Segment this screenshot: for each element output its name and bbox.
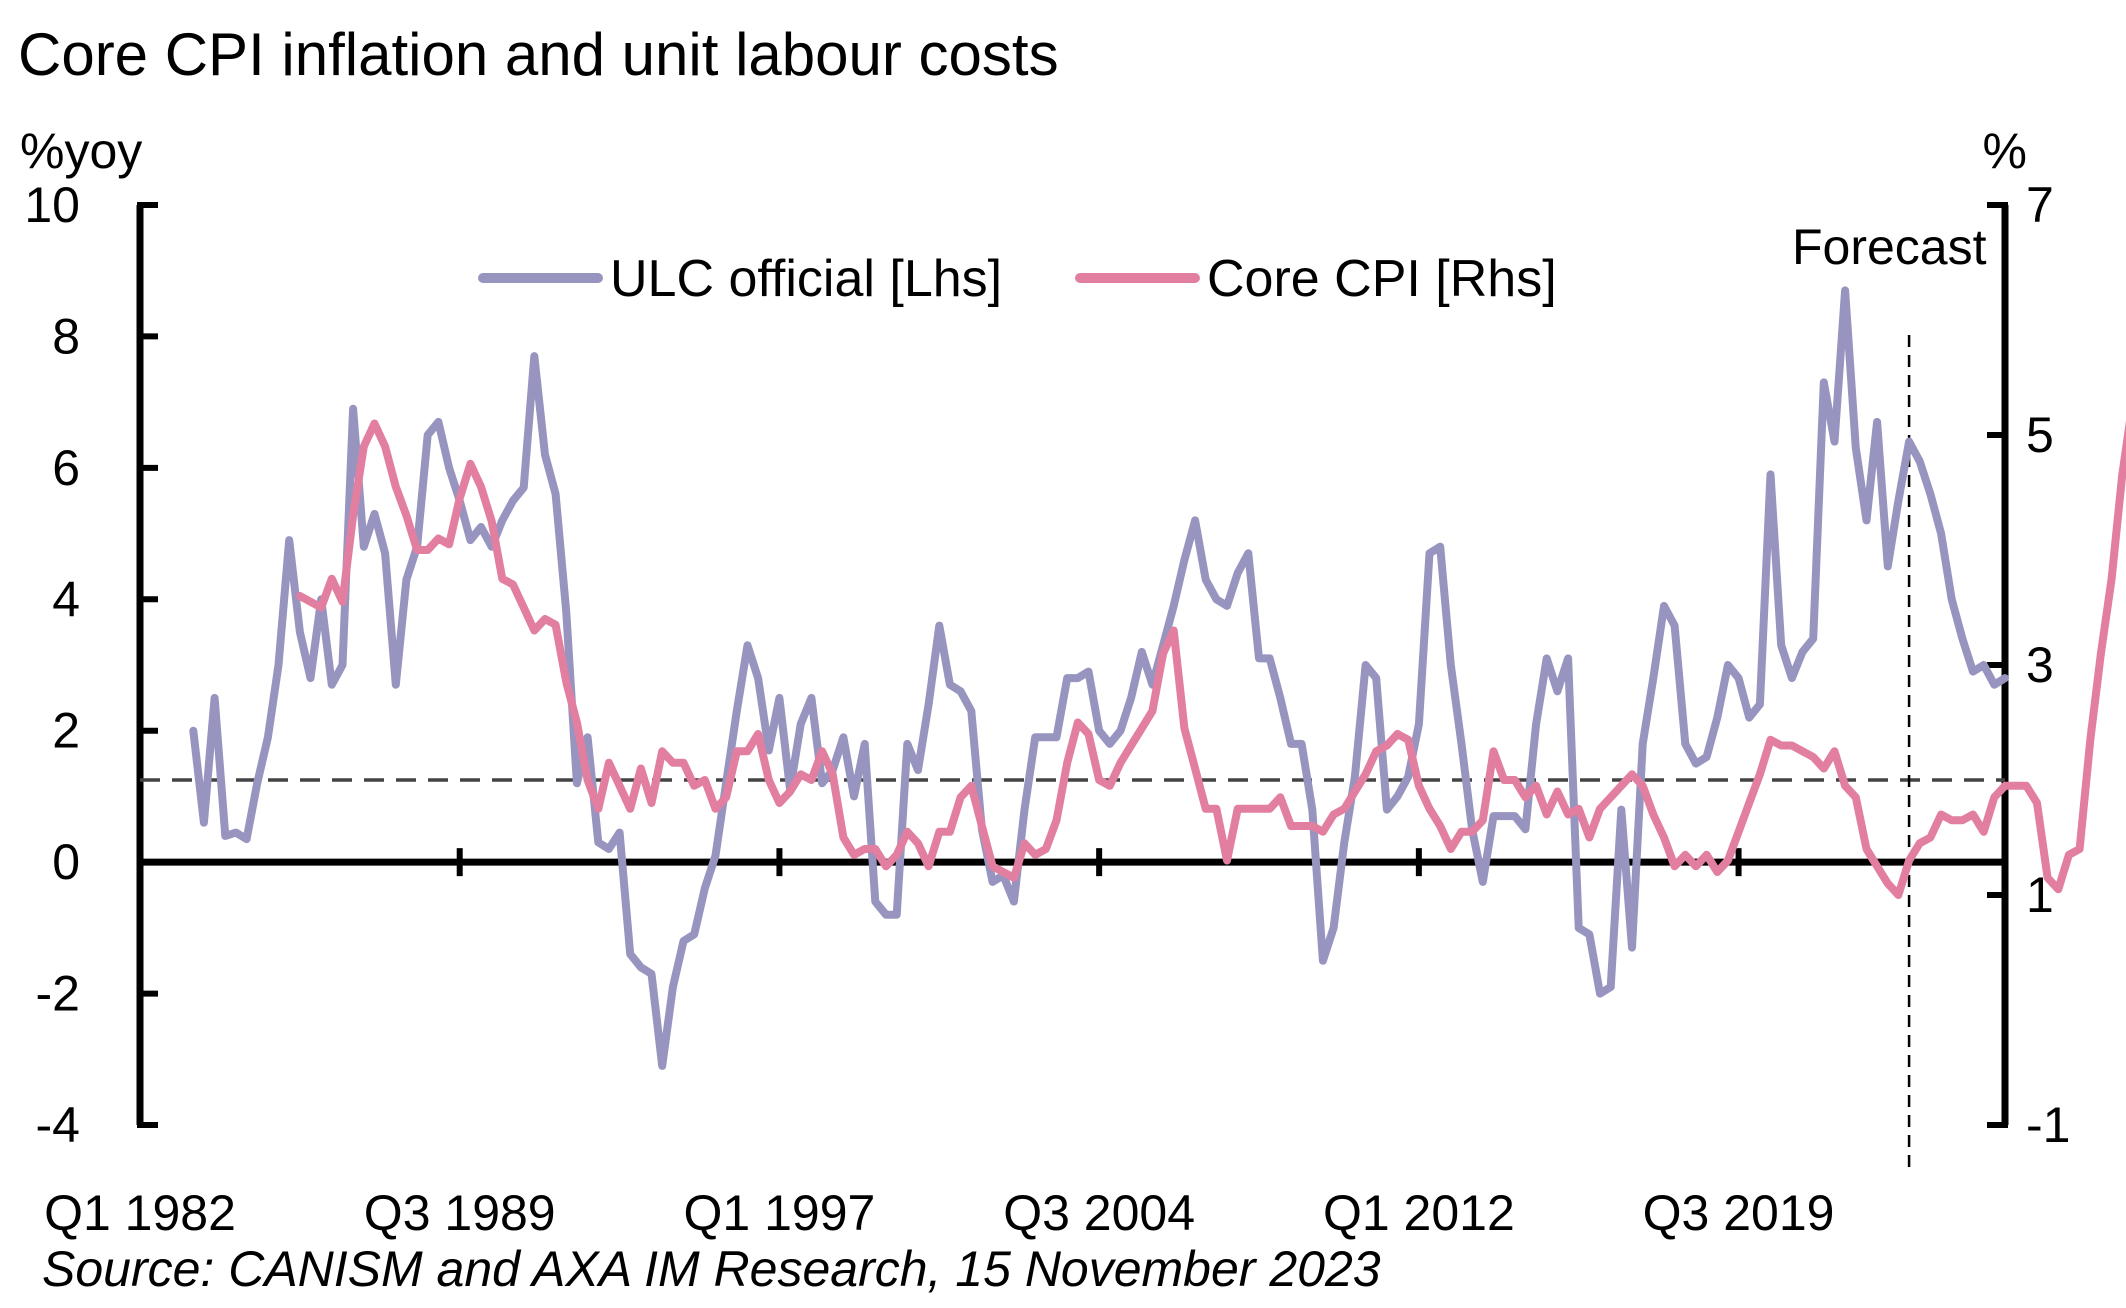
- x-tick-label: Q3 1989: [364, 1185, 556, 1241]
- x-tick-label: Q1 1997: [684, 1185, 876, 1241]
- legend: ULC official [Lhs] Core CPI [Rhs]: [478, 250, 1557, 308]
- y-left-axis-title: %yoy: [20, 123, 142, 179]
- source-note: Source: CANISM and AXA IM Research, 15 N…: [42, 1241, 1381, 1297]
- y-left-tick-label: 0: [52, 834, 80, 890]
- y-left-tick-label: -2: [36, 966, 80, 1022]
- ulc-official-line: [189, 286, 2009, 1070]
- legend-label-ulc: ULC official [Lhs]: [610, 250, 1002, 308]
- series-lines: [189, 286, 2126, 1070]
- y-left-tick-label: -4: [36, 1097, 80, 1153]
- forecast-label: Forecast: [1792, 219, 1987, 275]
- y-right-tick-label: 7: [2026, 177, 2054, 233]
- y-right-axis-title: %: [1983, 123, 2027, 179]
- x-tick-label: Q3 2019: [1643, 1185, 1835, 1241]
- y-left-tick-label: 2: [52, 703, 80, 759]
- x-tick-label: Q1 1982: [44, 1185, 236, 1241]
- core-cpi-line: [295, 419, 2126, 899]
- y-left-tick-label: 6: [52, 440, 80, 496]
- y-right-tick-label: 3: [2026, 637, 2054, 693]
- x-tick-label: Q3 2004: [1003, 1185, 1195, 1241]
- x-tick-label: Q1 2012: [1323, 1185, 1515, 1241]
- y-right-tick-label: -1: [2026, 1097, 2070, 1153]
- chart-title: Core CPI inflation and unit labour costs: [18, 21, 1059, 88]
- y-left-tick-label: 8: [52, 308, 80, 364]
- y-left-tick-label: 4: [52, 571, 80, 627]
- y-left-tick-label: 10: [24, 177, 80, 233]
- legend-label-core-cpi: Core CPI [Rhs]: [1207, 250, 1557, 308]
- y-right-tick-label: 5: [2026, 407, 2054, 463]
